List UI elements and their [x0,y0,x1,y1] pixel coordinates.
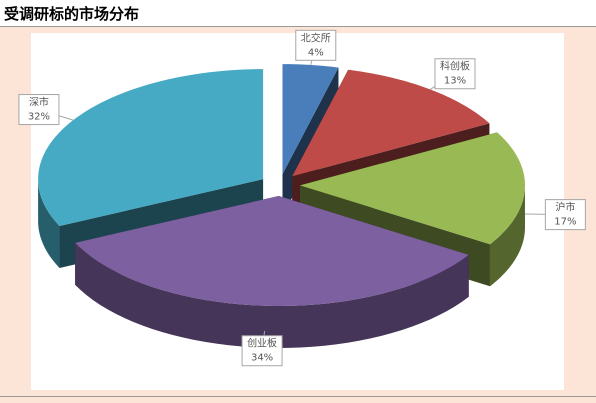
footer-rule [0,396,596,397]
category-label: 创业板 [247,337,277,350]
category-label: 沪市 [555,201,575,214]
slice-top [38,69,264,226]
slice [75,195,469,348]
value-label: 32% [28,112,50,123]
label-box [241,335,283,367]
slice-top [282,64,339,175]
category-label: 北交所 [301,31,331,44]
category-label: 深市 [29,96,49,109]
slice-top [75,195,469,306]
title: 受调研标的市场分布 [4,5,140,23]
slice-top [292,69,490,177]
slice-side [75,242,469,348]
value-label: 17% [554,217,576,228]
value-label: 4% [308,47,324,58]
header: 受调研标的市场分布 [0,0,596,27]
slice-side [38,179,60,268]
label-box [18,94,60,126]
label-box [295,29,337,61]
category-label: 科创板 [440,60,470,73]
label-box [544,199,586,231]
value-label: 13% [444,76,466,87]
value-label: 34% [251,353,273,364]
slice-side [489,185,525,287]
label-box [434,58,476,90]
slice-top [299,132,525,245]
